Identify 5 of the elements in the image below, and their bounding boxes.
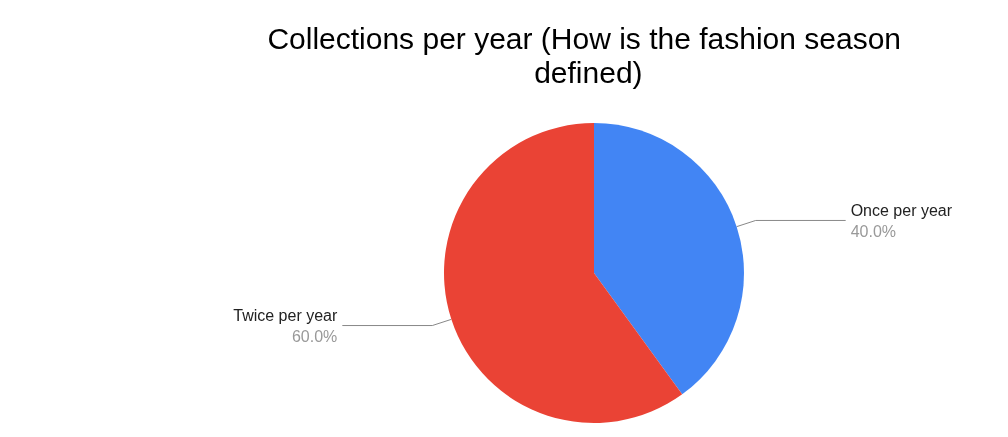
chart-title: Collections per year (How is the fashion season defined): [267, 21, 910, 89]
slice-label: Once per year: [850, 201, 953, 219]
slice-label: Twice per year: [233, 307, 338, 325]
data-label: 60.0%: [291, 328, 338, 346]
data-label: 40.0%: [850, 222, 897, 240]
